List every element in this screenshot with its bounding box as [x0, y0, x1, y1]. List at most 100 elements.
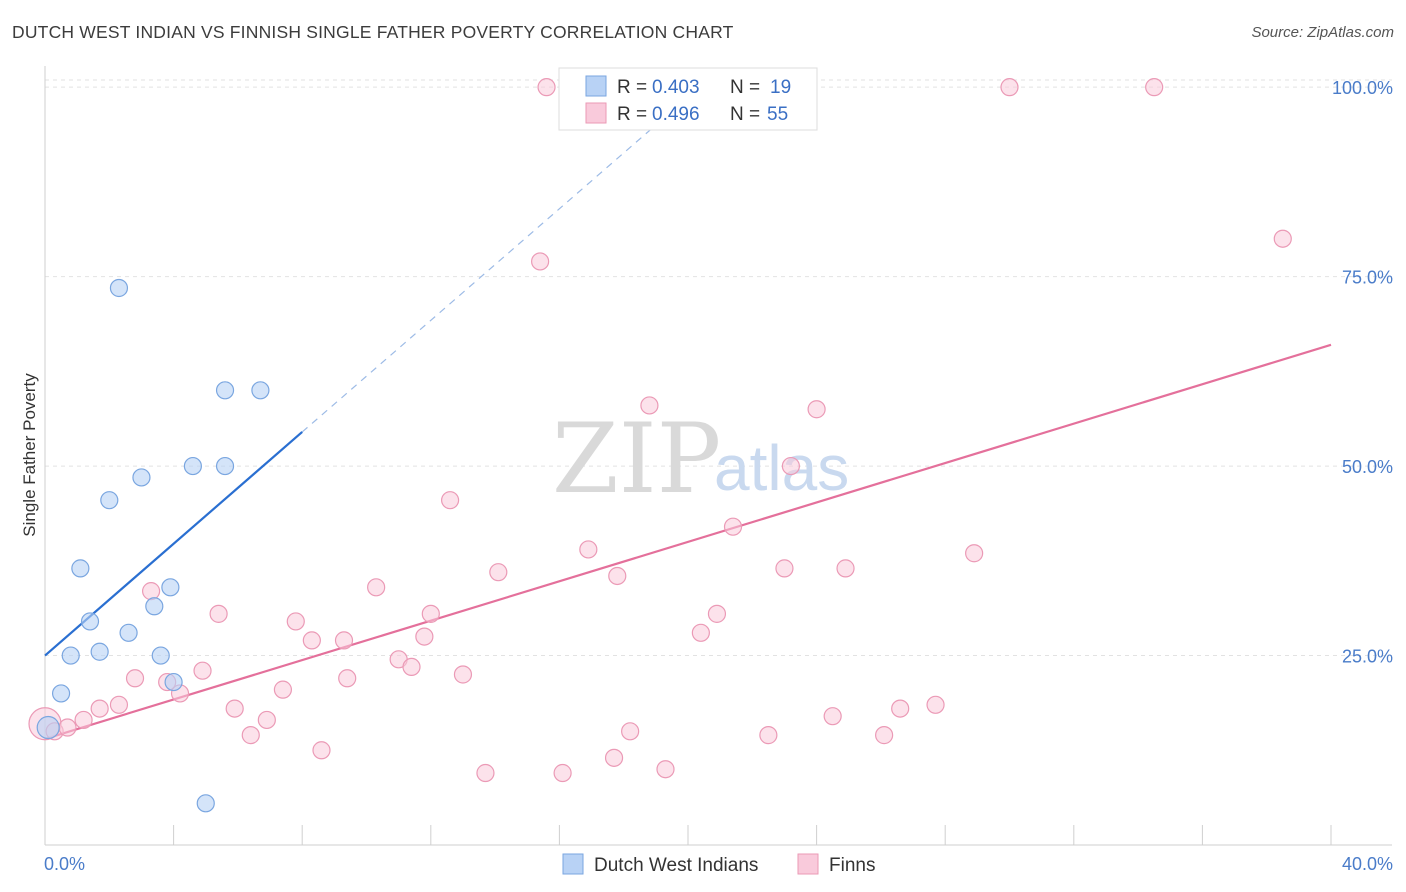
finns-point-20 [338, 669, 357, 688]
finns-point-11 [209, 604, 228, 623]
finns-point-40 [707, 604, 727, 623]
legend-swatch-blue [585, 75, 607, 97]
finns-point-6 [125, 669, 145, 688]
finns-point-10 [193, 661, 212, 680]
finns-point-27 [453, 665, 473, 684]
x-tick-label-end: 40.0% [1342, 854, 1393, 874]
dutch-west-indians-point-11 [151, 646, 170, 665]
finns-point-19 [334, 631, 354, 650]
finns-point-33 [579, 540, 598, 559]
legend-n-value-pink: 55 [767, 104, 788, 125]
finns-point-24 [415, 627, 434, 646]
finns-point-46 [807, 400, 826, 419]
finns-point-23 [402, 657, 421, 677]
legend-r-label-blue: R = [617, 77, 647, 98]
y-tick-label-3: 100.0% [1332, 78, 1393, 98]
trend-line-blue-extension [301, 124, 657, 433]
finns-point-21 [367, 578, 386, 597]
finns-point-16 [286, 612, 305, 631]
dutch-west-indians-point-16 [215, 381, 235, 400]
finns-point-36 [621, 722, 640, 741]
finns-point-29 [489, 563, 508, 582]
source-credit: Source: ZipAtlas.com [1251, 24, 1394, 41]
legend-n-label-blue: N = [730, 77, 760, 98]
dutch-west-indians-point-8 [119, 623, 138, 642]
dutch-west-indians-point-7 [109, 278, 129, 298]
finns-point-48 [836, 559, 855, 578]
finns-point-44 [775, 559, 794, 578]
legend-r-label-pink: R = [617, 104, 647, 125]
watermark: ZIP atlas [552, 403, 849, 515]
finns-point-32 [553, 763, 572, 783]
dutch-west-indians-point-13 [164, 672, 183, 692]
finns-point-13 [241, 726, 260, 745]
finns-point-17 [302, 631, 321, 650]
finns-point-52 [965, 544, 984, 563]
dutch-west-indians-point-1 [51, 684, 71, 703]
y-tick-labels: 25.0% 50.0% 75.0% 100.0% [1332, 78, 1393, 666]
trend-line-pink [44, 343, 1332, 740]
finns-point-47 [823, 707, 842, 726]
finns-point-35 [608, 566, 627, 586]
finns-point-3 [74, 710, 93, 730]
finns-point-25 [421, 604, 440, 623]
watermark-atlas: atlas [714, 432, 849, 504]
series-legend-label-blue: Dutch West Indians [594, 855, 758, 876]
series-legend-label-pink: Finns [829, 855, 875, 876]
finns-point-7 [141, 582, 161, 601]
finns-point-5 [109, 695, 129, 714]
finns-point-43 [759, 726, 778, 745]
dutch-west-indians-point-10 [145, 597, 164, 616]
dutch-west-indians-point-14 [183, 456, 202, 476]
finns-point-28 [476, 763, 495, 783]
grid-lines [45, 79, 1392, 657]
legend-n-value-blue: 19 [770, 77, 791, 98]
x-tick-label-start: 0.0% [44, 854, 85, 874]
series-legend-swatch-blue [562, 853, 584, 875]
x-tick-labels: 0.0% 40.0% [44, 854, 1393, 874]
dutch-west-indians-point-18 [251, 381, 270, 400]
finns-point-41 [723, 517, 743, 536]
dutch-west-indians-point-9 [132, 468, 151, 487]
dutch-west-indians-point-15 [196, 794, 215, 813]
finns-point-50 [891, 699, 910, 718]
watermark-zip: ZIP [552, 403, 721, 515]
finns-point-53 [1000, 78, 1019, 97]
dutch-west-indians-point-6 [100, 491, 119, 510]
finns-point-30 [531, 252, 550, 271]
finns-point-51 [926, 695, 945, 714]
finns-point-18 [312, 741, 331, 760]
finns-point-45 [781, 456, 800, 476]
finns-point-2 [58, 718, 77, 737]
y-tick-label-1: 50.0% [1342, 457, 1393, 477]
legend-r-value-pink: 0.496 [652, 104, 700, 125]
chart-title: DUTCH WEST INDIAN VS FINNISH SINGLE FATH… [12, 22, 734, 42]
y-tick-label-0: 25.0% [1342, 647, 1393, 667]
finns-point-31 [537, 78, 556, 97]
legend-r-value-blue: 0.403 [652, 77, 700, 98]
finns-point-38 [656, 760, 675, 779]
finns-point-12 [225, 699, 244, 718]
dutch-west-indians-points [36, 278, 270, 813]
finns-point-15 [273, 680, 293, 699]
legend-swatch-pink [585, 102, 607, 124]
finns-point-37 [640, 396, 659, 415]
dutch-west-indians-point-2 [61, 646, 80, 665]
finns-point-26 [440, 491, 460, 510]
finns-point-39 [691, 623, 710, 642]
series-legend: Dutch West Indians Finns [562, 853, 875, 876]
correlation-legend: R = 0.403 N = 19 R = 0.496 N = 55 [558, 67, 818, 131]
series-legend-swatch-pink [797, 853, 819, 875]
legend-n-label-pink: N = [730, 104, 760, 125]
y-axis-label: Single Father Poverty [20, 373, 39, 537]
finns-point-55 [1273, 229, 1292, 248]
dutch-west-indians-point-4 [80, 612, 100, 631]
dutch-west-indians-point-5 [90, 642, 109, 661]
finns-point-4 [90, 699, 109, 718]
y-tick-label-2: 75.0% [1342, 268, 1393, 288]
dutch-west-indians-point-12 [161, 578, 180, 597]
finns-point-49 [875, 726, 894, 745]
finns-point-34 [604, 748, 624, 767]
dutch-west-indians-point-0 [36, 715, 60, 740]
